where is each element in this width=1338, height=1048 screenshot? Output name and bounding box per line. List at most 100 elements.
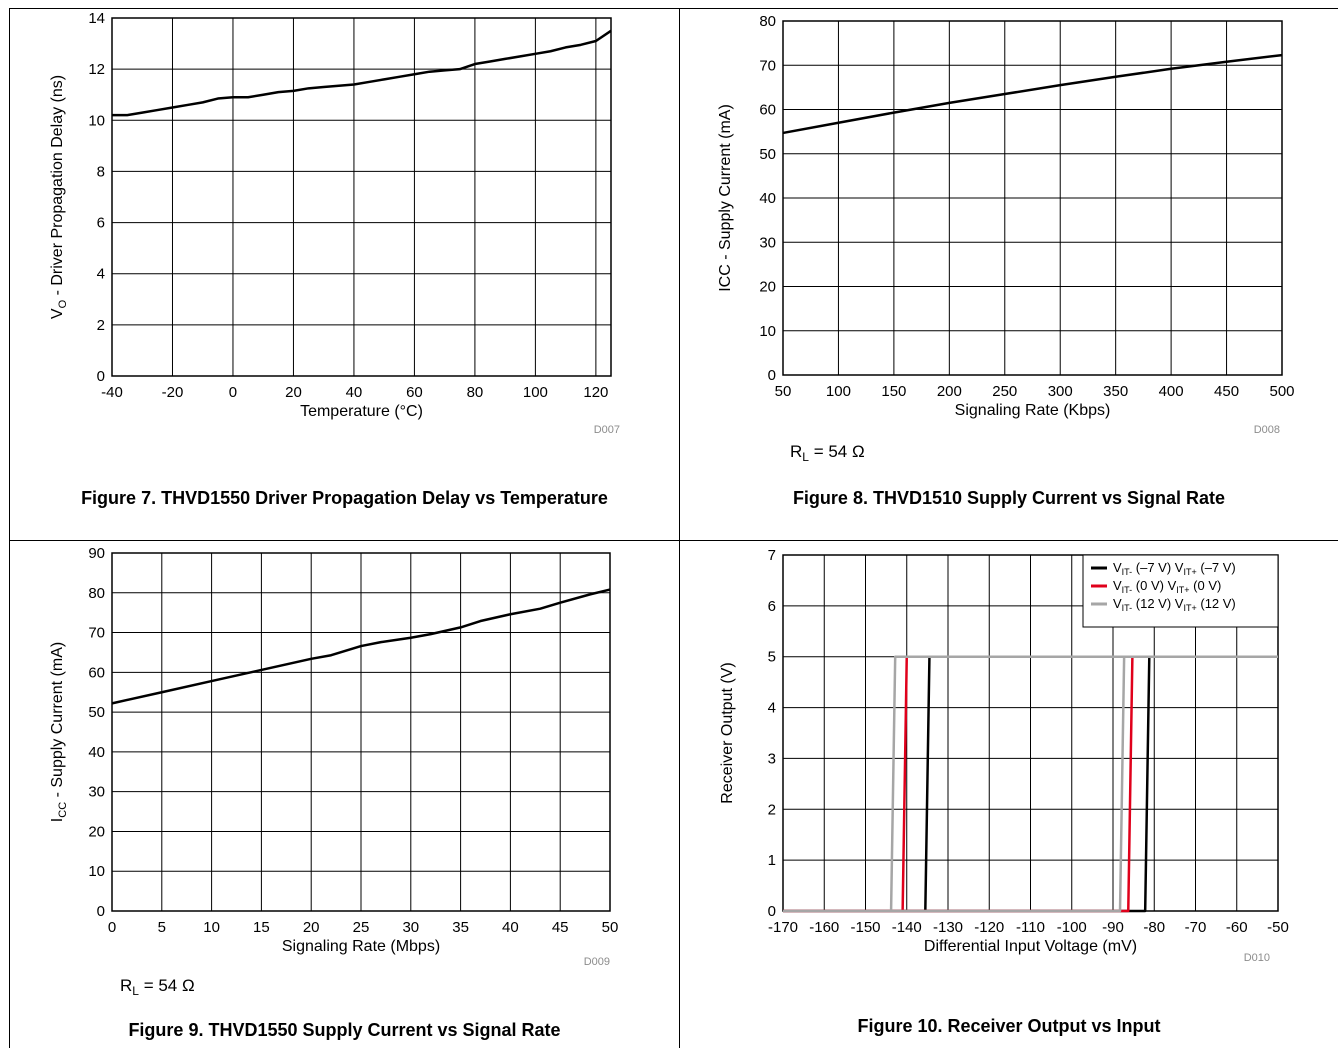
y-tick-label: 2 — [97, 317, 105, 334]
x-tick-label: 40 — [346, 384, 363, 401]
x-tick-label: 150 — [881, 383, 906, 400]
grid — [111, 552, 611, 912]
x-axis-label: Differential Input Voltage (mV) — [924, 938, 1137, 955]
y-tick-label: 7 — [768, 547, 776, 564]
figure-10-caption: Figure 10. Receiver Output vs Input — [857, 1016, 1161, 1036]
y-tick-label: 90 — [88, 545, 105, 562]
y-tick-label: 60 — [759, 102, 776, 119]
x-tick-label: -100 — [1057, 919, 1087, 936]
y-axis-label: VO - Driver Propagation Delay (ns) — [49, 75, 69, 319]
y-tick-label: 70 — [759, 57, 776, 74]
y-tick-label: 6 — [97, 215, 105, 232]
figure-code: D008 — [1254, 424, 1280, 436]
x-tick-label: -60 — [1226, 919, 1248, 936]
x-tick-label: 30 — [402, 919, 419, 936]
y-tick-label: 40 — [759, 190, 776, 207]
x-tick-label: -20 — [162, 384, 184, 401]
x-axis-label: Signaling Rate (Mbps) — [282, 938, 440, 955]
x-tick-label: 35 — [452, 919, 469, 936]
load-note: RL = 54 Ω — [120, 976, 195, 998]
y-axis-label: ICC - Supply Current (mA) — [717, 104, 734, 292]
x-tick-label: -160 — [809, 919, 839, 936]
x-tick-label: 350 — [1103, 383, 1128, 400]
grid — [111, 17, 611, 377]
y-tick-label: 0 — [97, 903, 105, 920]
y-tick-label: 80 — [759, 13, 776, 30]
y-tick-label: 0 — [768, 903, 776, 920]
y-tick-label: 20 — [88, 823, 105, 840]
x-tick-label: -140 — [892, 919, 922, 936]
series-line-0 — [782, 53, 1283, 135]
x-tick-label: -120 — [974, 919, 1004, 936]
x-tick-label: 40 — [502, 919, 519, 936]
x-tick-label: 80 — [467, 384, 484, 401]
y-tick-label: 10 — [88, 863, 105, 880]
y-tick-label: 80 — [88, 585, 105, 602]
legend-entry: VIT- (12 V) VIT+ (12 V) — [1113, 596, 1236, 613]
y-tick-label: 1 — [768, 852, 776, 869]
x-tick-label: -40 — [101, 384, 123, 401]
x-tick-label: 100 — [523, 384, 548, 401]
series-line-0 — [111, 588, 611, 705]
figure-7-chart: -40 -20 0 20 40 60 80 100 120 0 2 4 6 8 10 12 14 Temperat… — [49, 10, 620, 436]
x-tick-label: 450 — [1214, 383, 1239, 400]
plot-frame — [111, 552, 611, 912]
plot-frame — [782, 20, 1283, 376]
legend-entry: VIT- (0 V) VIT+ (0 V) — [1113, 578, 1221, 595]
x-axis-label: Temperature (°C) — [300, 403, 423, 420]
x-tick-label: 50 — [775, 383, 792, 400]
x-tick-label: 250 — [992, 383, 1017, 400]
x-tick-label: 100 — [826, 383, 851, 400]
x-tick-label: 500 — [1269, 383, 1294, 400]
figure-8-caption: Figure 8. THVD1510 Supply Current vs Sig… — [792, 488, 1226, 508]
figure-7-panel: -40 -20 0 20 40 60 80 100 120 0 2 4 6 8 10 12 14 Temperat… — [9, 8, 680, 541]
x-tick-label: 120 — [583, 384, 608, 401]
x-tick-label: 20 — [285, 384, 302, 401]
x-tick-label: 5 — [158, 919, 166, 936]
y-tick-label: 60 — [88, 664, 105, 681]
y-tick-label: 30 — [759, 234, 776, 251]
y-tick-label: 4 — [768, 700, 776, 717]
figure-9-caption: Figure 9. THVD1550 Supply Current vs Sig… — [128, 1020, 561, 1040]
x-tick-label: 20 — [303, 919, 320, 936]
y-tick-label: 50 — [88, 704, 105, 721]
x-tick-label: 200 — [937, 383, 962, 400]
grid — [782, 20, 1283, 376]
y-tick-label: 6 — [768, 598, 776, 615]
x-tick-label: 25 — [353, 919, 370, 936]
figure-8-chart: 50 100 150 200 250 300 350 400 450 500 0 10 20 30 40 50… — [717, 13, 1295, 464]
legend: VIT- (–7 V) VIT+ (–7 V)VIT- (0 V) VIT+ (… — [1082, 554, 1279, 628]
x-tick-label: 45 — [552, 919, 569, 936]
load-note: RL = 54 Ω — [790, 442, 865, 464]
x-tick-label: -110 — [1016, 919, 1045, 936]
y-tick-label: 20 — [759, 279, 776, 296]
x-axis-label: Signaling Rate (Kbps) — [955, 402, 1111, 419]
y-tick-label: 70 — [88, 625, 105, 642]
x-tick-label: 50 — [602, 919, 619, 936]
y-tick-label: 14 — [88, 10, 105, 27]
y-tick-label: 50 — [759, 146, 776, 163]
figure-9-chart: 0 5 10 15 20 25 30 35 40 45 50 0 10 20 30 40 50 60 70 80 90 S… — [49, 545, 619, 998]
x-tick-label: -80 — [1143, 919, 1165, 936]
x-tick-label: 0 — [229, 384, 237, 401]
series-line-0 — [112, 29, 612, 117]
legend-entry: VIT- (–7 V) VIT+ (–7 V) — [1113, 560, 1236, 577]
x-tick-label: 300 — [1048, 383, 1073, 400]
figure-8-panel: 50 100 150 200 250 300 350 400 450 500 0 10 20 30 40 50… — [680, 8, 1338, 541]
series-line-return-2 — [783, 655, 1278, 913]
y-tick-label: 2 — [768, 801, 776, 818]
y-tick-label: 8 — [97, 163, 105, 180]
y-tick-label: 30 — [88, 784, 105, 801]
x-tick-label: -170 — [768, 919, 798, 936]
x-tick-label: 400 — [1159, 383, 1184, 400]
x-tick-label: 15 — [253, 919, 270, 936]
x-tick-label: -90 — [1102, 919, 1124, 936]
figure-9-panel: 0 5 10 15 20 25 30 35 40 45 50 0 10 20 30 40 50 60 70 80 90 S… — [9, 541, 680, 1048]
y-tick-label: 3 — [768, 750, 776, 767]
legend-box — [1082, 554, 1279, 628]
y-tick-label: 12 — [88, 61, 105, 78]
y-tick-label: 0 — [97, 368, 105, 385]
y-axis-label: Receiver Output (V) — [719, 662, 736, 803]
x-tick-label: 10 — [203, 919, 220, 936]
series-line-1 — [901, 655, 1278, 912]
